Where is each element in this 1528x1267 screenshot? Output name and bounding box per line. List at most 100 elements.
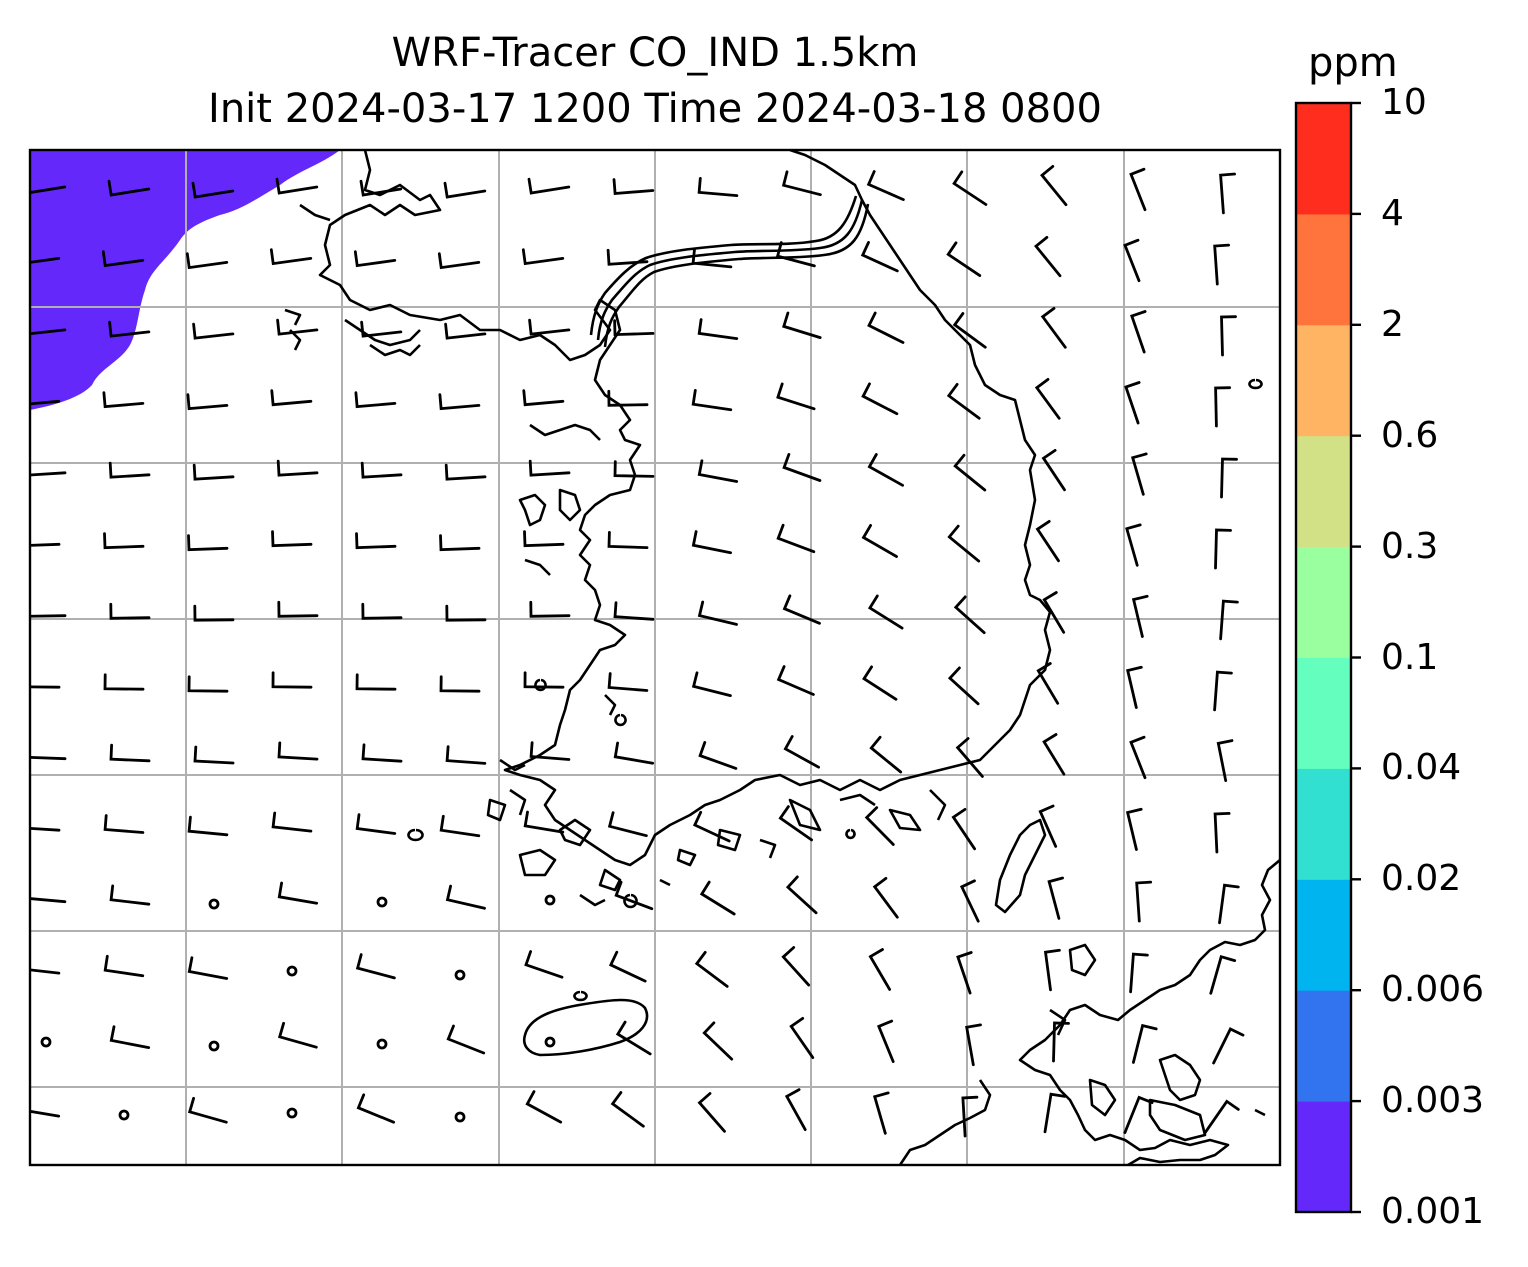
wind-barb: [356, 1093, 395, 1124]
wind-barb: [193, 745, 235, 765]
wind-barb: [606, 248, 649, 266]
colorbar-bin: [1296, 1101, 1351, 1213]
wind-barb: [108, 461, 151, 479]
colorbar-bin: [1296, 768, 1351, 880]
wind-barb: [959, 879, 980, 923]
wind-barb: [103, 532, 145, 550]
wind-barb: [30, 257, 61, 264]
wind-barb: [697, 177, 739, 197]
wind-calm-marker: [40, 1036, 52, 1048]
wind-barb: [102, 391, 145, 409]
wind-barb: [192, 322, 235, 340]
wind-barb: [951, 808, 976, 851]
wind-calm-marker: [454, 969, 466, 981]
wind-barb: [1125, 807, 1143, 851]
colorbar-tick-label: 0.6: [1381, 414, 1439, 456]
wind-barb: [1213, 670, 1233, 712]
wind-barb: [947, 666, 980, 706]
colorbar-bin: [1296, 990, 1351, 1102]
wind-barb: [269, 248, 313, 266]
wind-barb: [1034, 236, 1062, 278]
wind-barb: [862, 665, 898, 701]
wind-barb: [866, 170, 905, 201]
wind-barb: [521, 248, 565, 266]
wind-barb: [445, 604, 487, 622]
wind-barb: [277, 741, 319, 761]
wind-barb: [613, 460, 655, 478]
wind-barb: [1220, 457, 1238, 499]
wind-calm-marker: [208, 898, 220, 910]
wind-barb: [952, 312, 987, 349]
wind-barb: [271, 671, 313, 689]
wind-calm-marker: [544, 1036, 556, 1048]
wind-barb: [1041, 449, 1066, 492]
wind-barb: [860, 241, 899, 273]
wind-barb: [789, 1017, 815, 1059]
wind-barb: [187, 675, 229, 693]
wind-barb: [277, 881, 319, 905]
colorbar-unit-label: ppm: [1308, 40, 1398, 86]
wind-barb: [1043, 1092, 1067, 1134]
wind-barb: [1052, 1021, 1070, 1063]
graticule: [30, 150, 1280, 1165]
wind-barb: [867, 453, 904, 487]
wind-barb: [872, 1091, 890, 1135]
wind-barb: [187, 815, 229, 837]
wind-barb: [953, 453, 987, 492]
wind-calm-marker: [118, 1109, 130, 1121]
wind-barb: [694, 951, 729, 988]
wind-barb: [613, 601, 655, 621]
colorbar-bin: [1296, 879, 1351, 991]
wind-barb: [277, 1021, 318, 1049]
wind-barb: [522, 389, 565, 407]
wind-barb: [955, 737, 984, 778]
coastlines: [284, 150, 1280, 1165]
wind-barb: [103, 954, 145, 978]
wind-barb: [191, 181, 235, 199]
wind-barb: [956, 951, 973, 995]
colorbar-tick-label: 0.001: [1381, 1191, 1485, 1232]
wind-barb: [1219, 172, 1236, 215]
wind-barb: [1130, 452, 1148, 496]
wind-barb: [439, 675, 481, 693]
wind-barb: [1216, 739, 1234, 782]
wind-barb: [697, 318, 739, 340]
colorbar-bin: [1296, 103, 1351, 215]
colorbar-tick-label: 0.1: [1381, 636, 1439, 678]
wind-barb: [1132, 1023, 1158, 1064]
wind-barb: [187, 956, 229, 980]
wind-barb: [445, 745, 487, 765]
colorbar-tick-label: 0.3: [1381, 525, 1439, 567]
wind-barb: [361, 602, 403, 620]
wind-barb: [946, 383, 981, 420]
wind-barb: [108, 320, 151, 338]
wind-barb: [1042, 591, 1066, 634]
wind-barb: [1131, 594, 1149, 638]
wind-barb: [1213, 812, 1231, 854]
wind-barb: [876, 1019, 895, 1063]
wind-barb: [103, 814, 145, 834]
wind-barb: [691, 530, 732, 555]
wind-barb: [185, 252, 229, 270]
wind-barb: [861, 524, 898, 558]
wind-barb: [30, 826, 61, 832]
wind-barb: [355, 532, 397, 550]
wind-barb: [1213, 243, 1230, 286]
map-frame: [28, 148, 1282, 1167]
wind-barb: [784, 1088, 807, 1131]
wind-barb: [781, 170, 822, 197]
wind-barb: [1220, 315, 1237, 357]
colorbar-bin: [1296, 213, 1351, 326]
wind-barb: [867, 311, 905, 344]
wind-barb: [781, 946, 811, 987]
wind-barb: [525, 1090, 563, 1124]
wind-barb: [30, 542, 61, 547]
wind-barb: [782, 311, 822, 339]
wind-barb: [109, 602, 151, 620]
wind-barb: [775, 241, 816, 268]
wind-barb: [614, 880, 654, 911]
wind-barb: [1040, 165, 1068, 207]
wind-barb: [528, 318, 571, 336]
wind-barb: [946, 241, 982, 277]
